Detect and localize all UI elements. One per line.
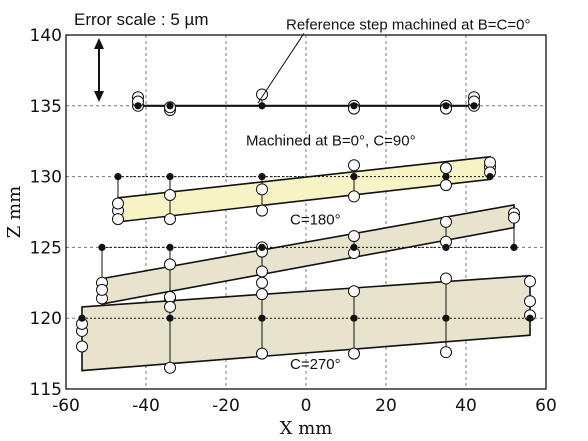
nominal-point-c180 xyxy=(166,243,174,251)
measured-point-c270 xyxy=(164,300,176,313)
nominal-point-reference xyxy=(258,102,266,110)
measured-point-c270 xyxy=(348,347,360,360)
measured-point-c90 xyxy=(348,190,360,203)
error-scale-label: Error scale : 5 µm xyxy=(74,10,209,29)
measured-point-c270 xyxy=(256,347,268,360)
measured-point-c270 xyxy=(76,340,88,353)
nominal-point-c270 xyxy=(258,314,266,322)
nominal-point-c270 xyxy=(166,314,174,322)
x-axis-label: X mm xyxy=(280,418,333,439)
annotation-2: Machined at B=0°, C=90° xyxy=(246,132,416,149)
measured-point-c90 xyxy=(348,159,360,172)
y-tick-label: 125 xyxy=(30,238,62,258)
measured-point-c90 xyxy=(440,179,452,192)
x-tick-label: 20 xyxy=(375,396,397,416)
measured-point-c90 xyxy=(440,162,452,175)
nominal-point-reference xyxy=(442,102,450,110)
nominal-point-c270 xyxy=(350,314,358,322)
annotation-pointer xyxy=(257,33,305,104)
measured-point-c90 xyxy=(112,213,124,226)
measured-point-c90 xyxy=(164,189,176,202)
x-tick-label: -60 xyxy=(52,396,80,416)
nominal-point-c270 xyxy=(442,314,450,322)
plot-frame xyxy=(65,34,547,390)
markers xyxy=(76,88,536,374)
measured-point-c270 xyxy=(164,361,176,374)
y-axis-label: Z mm xyxy=(4,186,25,238)
nominal-point-reference xyxy=(166,102,174,110)
measured-point-c180 xyxy=(348,230,360,243)
annotation-1: Reference step machined at B=C=0° xyxy=(286,16,530,33)
annotation-4: C=270° xyxy=(290,356,341,373)
nominal-point-c180 xyxy=(258,243,266,251)
measured-point-c270 xyxy=(164,290,176,303)
nominal-point-reference xyxy=(134,102,142,110)
nominal-point-c270 xyxy=(526,314,534,322)
measured-point-c270 xyxy=(256,276,268,289)
nominal-point-c90 xyxy=(486,173,494,181)
measured-point-c270 xyxy=(348,285,360,298)
annotation-3: C=180° xyxy=(290,212,341,229)
x-tick-label: -20 xyxy=(212,396,240,416)
y-tick-label: 140 xyxy=(30,26,62,46)
measured-point-c180 xyxy=(96,283,108,296)
measured-point-c180 xyxy=(440,215,452,228)
measured-point-c270 xyxy=(440,346,452,359)
nominal-point-c90 xyxy=(114,173,122,181)
measured-point-c90 xyxy=(256,204,268,217)
measured-point-reference xyxy=(256,88,268,101)
nominal-point-reference xyxy=(350,102,358,110)
measured-point-c270 xyxy=(524,275,536,288)
measured-point-c90 xyxy=(484,156,496,169)
nominal-point-c90 xyxy=(350,173,358,181)
measured-point-c270 xyxy=(256,288,268,301)
x-tick-label: 0 xyxy=(301,396,312,416)
measured-point-c180 xyxy=(508,211,520,224)
measured-point-c270 xyxy=(440,272,452,285)
nominal-point-c180 xyxy=(510,243,518,251)
error-scale: Error scale : 5 µm xyxy=(74,10,209,102)
measured-point-c270 xyxy=(524,295,536,308)
nominal-point-reference xyxy=(470,102,478,110)
nominal-point-c180 xyxy=(442,243,450,251)
measured-point-c90 xyxy=(256,183,268,196)
nominal-point-c90 xyxy=(442,173,450,181)
scale-arrowhead-top xyxy=(94,38,104,49)
nominal-point-c90 xyxy=(166,173,174,181)
y-tick-label: 135 xyxy=(30,97,62,117)
y-tick-label: 115 xyxy=(30,380,62,400)
measured-point-c90 xyxy=(164,213,176,226)
measured-point-c180 xyxy=(164,258,176,271)
y-tick-label: 130 xyxy=(30,168,62,188)
nominal-point-c180 xyxy=(98,243,106,251)
x-tick-label: 60 xyxy=(535,396,557,416)
measured-point-c90 xyxy=(112,197,124,210)
scale-arrowhead-bottom xyxy=(94,91,104,102)
x-tick-label: 40 xyxy=(455,396,477,416)
y-tick-label: 120 xyxy=(30,309,62,329)
annotations: Reference step machined at B=C=0° Machine… xyxy=(246,16,530,373)
x-tick-label: -40 xyxy=(132,396,160,416)
tick-labels: -60 -40 -20 0 20 40 60 115 120 125 130 135 140 xyxy=(30,26,557,416)
measured-point-c180 xyxy=(256,265,268,278)
nominal-point-c270 xyxy=(78,314,86,322)
error-bands xyxy=(81,155,531,372)
nominal-point-c90 xyxy=(258,173,266,181)
nominal-point-c180 xyxy=(350,243,358,251)
